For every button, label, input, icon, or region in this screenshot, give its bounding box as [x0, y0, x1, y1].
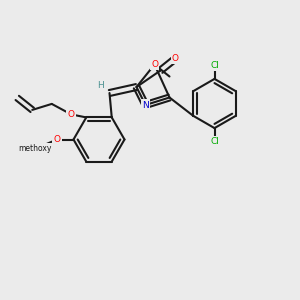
Text: N: N — [142, 100, 149, 109]
Text: O: O — [172, 54, 179, 63]
Text: O: O — [151, 60, 158, 69]
Text: Cl: Cl — [210, 137, 219, 146]
Text: O: O — [53, 135, 61, 144]
Text: H: H — [97, 81, 104, 90]
Text: Cl: Cl — [210, 61, 219, 70]
Text: methoxy: methoxy — [19, 144, 52, 153]
Text: O: O — [68, 110, 75, 119]
